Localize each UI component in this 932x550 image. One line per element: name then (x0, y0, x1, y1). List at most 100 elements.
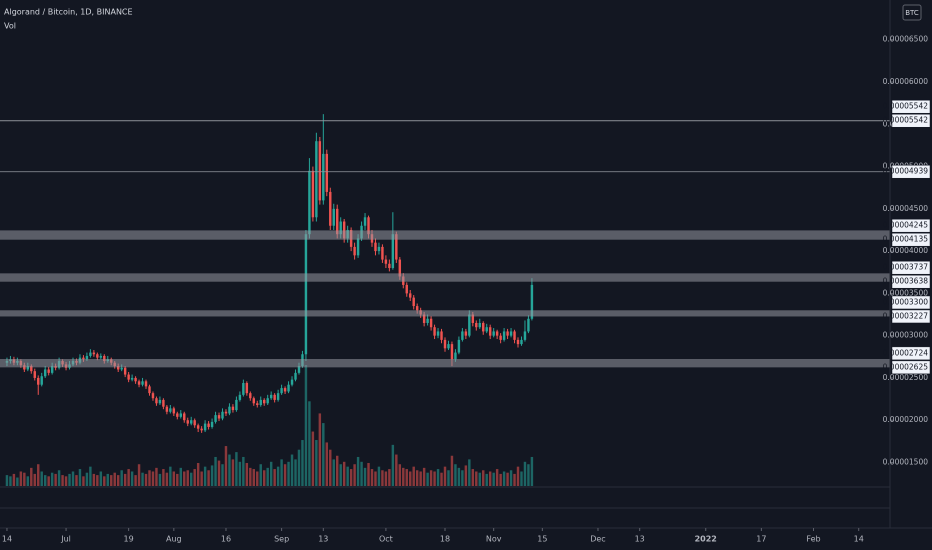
candle-body (527, 318, 530, 332)
volume-bar (217, 460, 221, 486)
candle-body (297, 366, 301, 373)
candle-body (245, 383, 249, 394)
candle-body (186, 420, 189, 424)
candle-body (172, 408, 176, 414)
price-label: 0.00003638 (883, 277, 929, 286)
volume-bar (315, 440, 318, 486)
volume-bar (196, 463, 200, 486)
candle-body (37, 377, 40, 385)
volume-bar (61, 475, 64, 486)
volume-bar (304, 365, 308, 486)
candle-body (478, 322, 481, 328)
volume-bar (502, 471, 506, 486)
candle-body (499, 335, 502, 340)
volume-bar (203, 466, 207, 486)
volume-bar (367, 463, 370, 486)
candle-body (50, 366, 54, 373)
x-tick-label: 2022 (695, 535, 717, 544)
candle-body (523, 331, 527, 340)
volume-layer (5, 365, 534, 486)
candle-body (162, 399, 165, 407)
candle-body (294, 372, 297, 380)
candle-body (412, 297, 415, 307)
x-tick-label: Oct (379, 535, 393, 544)
candle-body (269, 394, 273, 399)
price-label-box (891, 346, 931, 361)
y-tick-label: 0.00006000 (883, 77, 929, 86)
candle-body (214, 415, 217, 422)
volume-bar (200, 471, 203, 486)
volume-bar (294, 459, 297, 486)
volume-bar (207, 470, 210, 486)
candle-body (391, 234, 395, 269)
candle-layer (5, 114, 534, 433)
candle-body (332, 208, 335, 226)
volume-bar (471, 469, 475, 486)
x-tick-label: 18 (440, 535, 450, 544)
candle-body (429, 318, 433, 328)
candle-body (263, 399, 266, 404)
volume-bar (336, 455, 339, 486)
candle-body (148, 386, 151, 394)
x-tick-label: Nov (486, 535, 502, 544)
volume-bar (238, 461, 242, 486)
candle-body (304, 234, 308, 355)
volume-bar (99, 471, 103, 486)
volume-bar (137, 464, 141, 486)
candle-body (384, 259, 388, 264)
candle-body (158, 399, 162, 404)
volume-bar (495, 469, 499, 486)
volume-bar (384, 471, 388, 486)
volume-bar (412, 466, 415, 486)
price-label-box (891, 113, 931, 128)
volume-bar (169, 466, 172, 486)
candle-body (127, 374, 130, 380)
volume-bar (12, 473, 16, 486)
candle-body (196, 425, 200, 429)
volume-bar (513, 473, 516, 486)
candle-body (203, 423, 207, 431)
volume-bar (224, 446, 228, 486)
volume-bar (339, 464, 342, 486)
candle-body (495, 331, 499, 336)
currency-button-label[interactable]: BTC (905, 9, 919, 17)
candle-body (256, 403, 259, 405)
volume-bar (5, 475, 9, 486)
volume-bar (183, 471, 186, 486)
volume-bar (71, 471, 75, 486)
x-tick-label: Jul (60, 535, 71, 544)
volume-bar (395, 454, 398, 486)
candle-body (374, 242, 377, 252)
volume-bar (113, 472, 116, 486)
candle-body (89, 352, 92, 356)
volume-bar (520, 471, 523, 486)
volume-bar (189, 472, 193, 486)
volume-bar (228, 454, 231, 486)
candle-body (92, 352, 96, 355)
volume-bar (415, 470, 419, 486)
x-tick-label: Dec (590, 535, 605, 544)
candle-body (315, 141, 318, 218)
currency-button[interactable] (902, 4, 922, 21)
volume-bar (249, 467, 252, 486)
volume-bar (297, 449, 301, 486)
candle-body (183, 413, 186, 421)
candle-body (266, 398, 269, 404)
volume-bar (308, 401, 311, 486)
symbol-title: Algorand / Bitcoin, 1D, BINANCE (4, 8, 133, 17)
candle-body (426, 318, 429, 323)
volume-bar (176, 473, 179, 486)
label-layer: 0.00002625 0.00002724 0.00003227 0.00003300… (883, 99, 931, 375)
volume-bar (450, 455, 454, 486)
volume-bar (82, 476, 85, 486)
volume-bar (283, 464, 287, 486)
volume-bar (370, 469, 374, 486)
price-label-box (891, 295, 931, 310)
candle-body (471, 314, 475, 323)
candle-body (388, 263, 391, 269)
volume-bar (440, 472, 443, 486)
x-tick-label: 17 (756, 535, 766, 544)
volume-bar (172, 471, 176, 486)
candle-body (224, 411, 228, 414)
volume-bar (64, 476, 68, 486)
